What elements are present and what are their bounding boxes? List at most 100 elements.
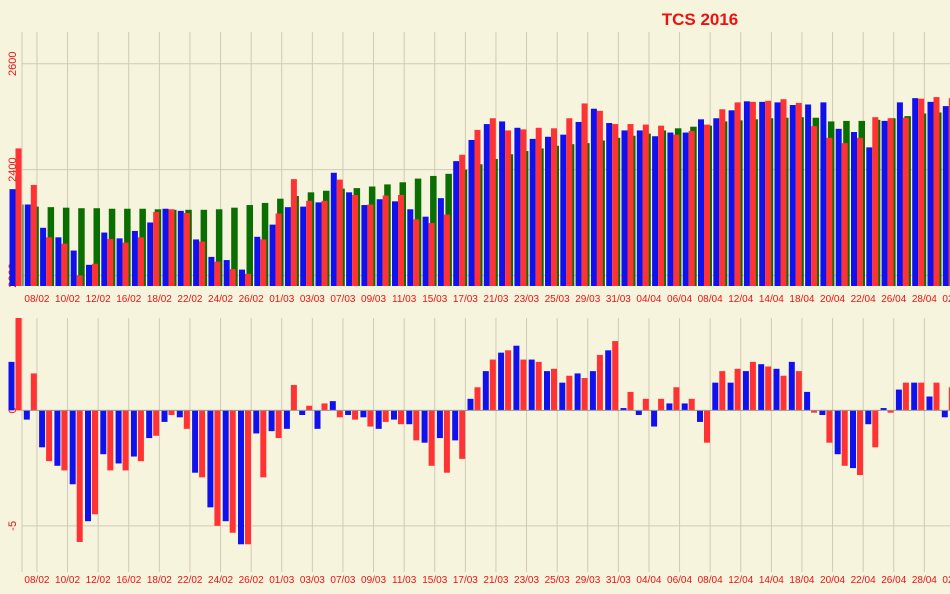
- bar: [719, 371, 726, 411]
- bar: [596, 110, 603, 287]
- bar: [749, 361, 756, 411]
- bar: [246, 205, 253, 286]
- bar: [116, 238, 123, 286]
- bar: [360, 410, 367, 418]
- price-chart: 22002400260008/0210/0212/0216/0218/0222/…: [0, 32, 950, 305]
- bar: [283, 410, 290, 429]
- bar: [275, 410, 282, 439]
- bar: [254, 236, 261, 286]
- bar: [54, 410, 61, 466]
- bar: [329, 401, 336, 411]
- bar: [743, 101, 750, 286]
- bar: [443, 214, 450, 286]
- x-tick-label: 07/03: [330, 294, 355, 305]
- bar: [866, 147, 873, 286]
- bar: [352, 194, 359, 286]
- x-tick-label: 18/04: [789, 294, 814, 305]
- bar: [881, 120, 888, 287]
- bar: [321, 403, 328, 411]
- x-tick-label: 08/04: [698, 575, 723, 586]
- bar: [382, 410, 389, 422]
- bar: [375, 410, 382, 429]
- bar: [345, 410, 352, 415]
- bar: [688, 398, 695, 411]
- x-tick-label: 02/05: [942, 575, 950, 586]
- bar: [122, 242, 129, 286]
- bar: [642, 398, 649, 411]
- bar: [467, 398, 474, 411]
- bar: [826, 137, 833, 286]
- bar: [606, 123, 613, 287]
- bar: [834, 410, 841, 455]
- bar: [24, 204, 31, 286]
- bar: [581, 103, 588, 286]
- bar: [896, 102, 903, 286]
- bar: [789, 105, 796, 287]
- bar: [452, 410, 459, 441]
- x-tick-label: 16/02: [116, 575, 141, 586]
- bar: [635, 410, 642, 415]
- bar: [749, 101, 756, 286]
- bar: [46, 410, 53, 462]
- bar: [926, 396, 933, 411]
- bar: [183, 212, 190, 286]
- bar: [627, 124, 634, 286]
- bar: [93, 208, 100, 286]
- bar: [130, 410, 137, 457]
- bar: [835, 128, 842, 286]
- bar: [30, 184, 37, 286]
- bar: [176, 410, 183, 418]
- bar: [589, 371, 596, 411]
- x-tick-label: 08/04: [698, 294, 723, 305]
- bar: [352, 410, 359, 420]
- bar: [535, 361, 542, 411]
- bar: [86, 264, 92, 286]
- bar: [865, 410, 872, 425]
- bar: [575, 121, 582, 286]
- bar: [774, 102, 781, 286]
- bar: [704, 410, 710, 443]
- bar: [666, 403, 673, 411]
- bar: [30, 373, 37, 411]
- bar: [421, 410, 428, 443]
- bar: [673, 387, 680, 411]
- plot-area: [0, 318, 950, 572]
- bar: [376, 199, 383, 286]
- bar: [46, 237, 53, 286]
- bar: [612, 124, 619, 286]
- bar: [918, 382, 925, 411]
- x-tick-label: 29/03: [575, 294, 600, 305]
- bar: [545, 136, 551, 286]
- bar: [605, 350, 612, 411]
- bar: [627, 391, 634, 411]
- bar: [391, 410, 397, 420]
- x-tick-label: 06/04: [667, 294, 692, 305]
- bar: [719, 109, 726, 286]
- bar: [941, 410, 948, 418]
- x-tick-label: 08/02: [24, 575, 49, 586]
- bar: [437, 198, 444, 286]
- bar: [269, 224, 276, 286]
- bar: [321, 200, 328, 286]
- bar: [208, 256, 215, 286]
- bar: [61, 410, 68, 471]
- bar: [514, 127, 521, 286]
- x-tick-label: 31/03: [606, 294, 631, 305]
- bar: [698, 119, 704, 286]
- bar: [199, 410, 206, 478]
- bar: [765, 100, 772, 287]
- x-tick-label: 14/04: [759, 294, 784, 305]
- bar: [459, 410, 466, 459]
- bar: [245, 273, 251, 286]
- bar: [551, 368, 557, 411]
- x-tick-label: 21/03: [483, 294, 508, 305]
- x-tick-label: 17/03: [453, 575, 478, 586]
- bar: [229, 269, 236, 286]
- bar: [535, 127, 542, 286]
- bar: [851, 132, 857, 286]
- x-tick-label: 26/02: [239, 575, 264, 586]
- bar: [880, 408, 887, 411]
- bar: [652, 136, 659, 286]
- x-tick-label: 02/05: [942, 294, 950, 305]
- bar: [413, 410, 420, 441]
